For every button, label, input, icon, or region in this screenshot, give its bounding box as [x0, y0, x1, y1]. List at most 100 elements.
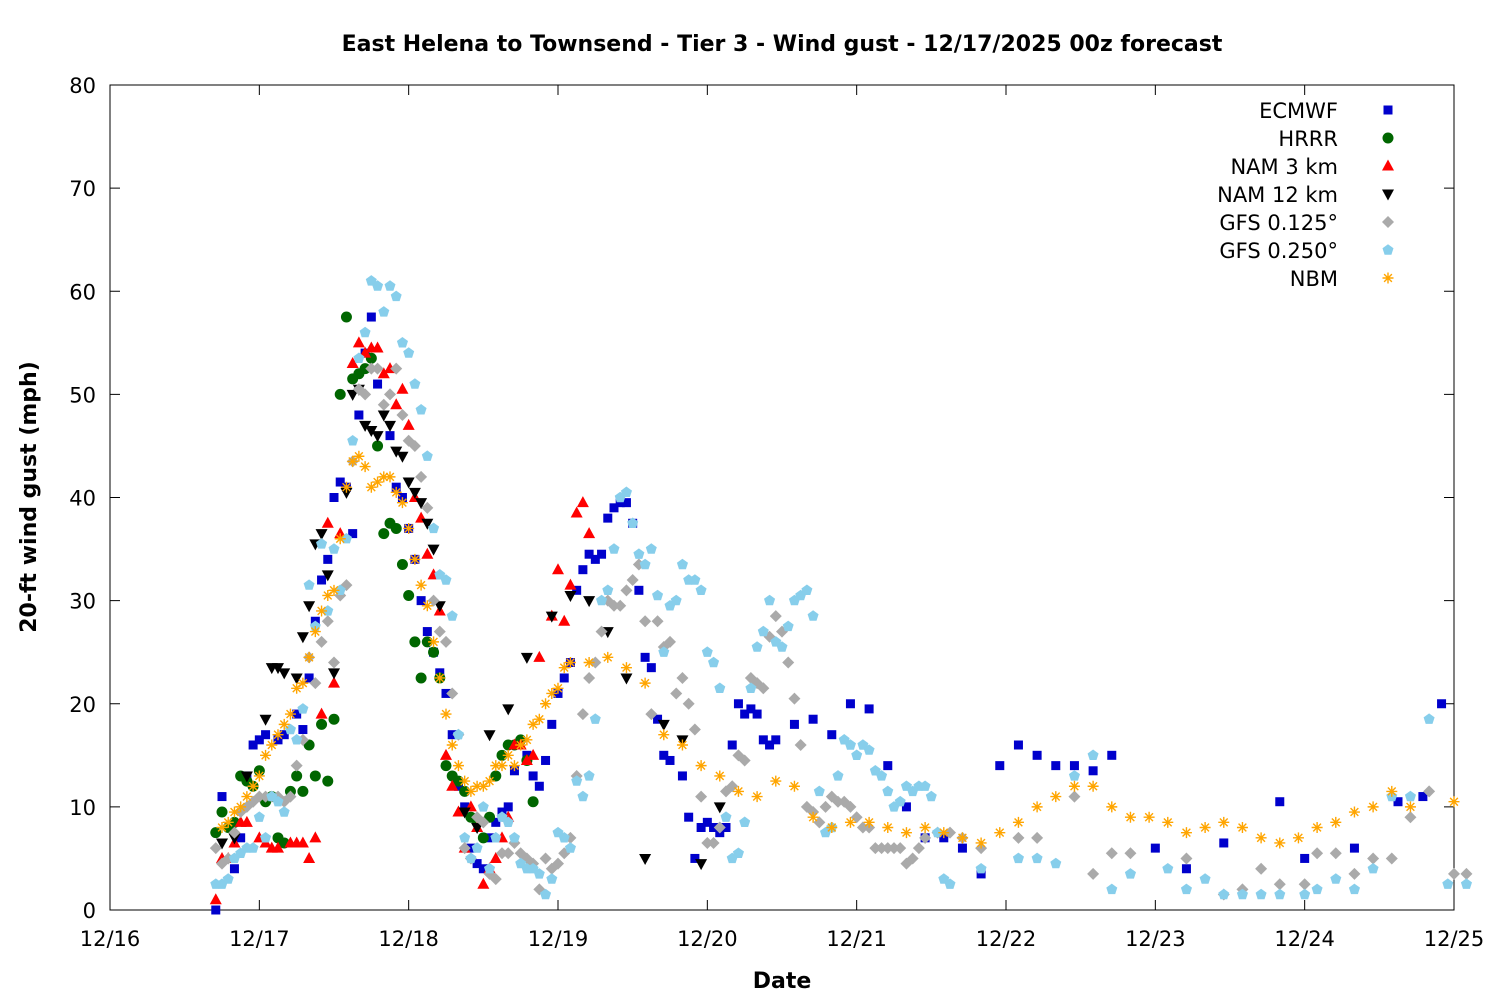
data-point-ecmwf: [248, 740, 258, 750]
legend-marker-gfs-0-250: [1382, 244, 1394, 255]
data-point-gfs-0-250: [1087, 749, 1099, 760]
data-point-nbm: [975, 837, 987, 849]
data-point-nbm: [1199, 822, 1211, 833]
data-point-gfs-0-250: [1348, 883, 1360, 895]
data-point-nbm: [521, 734, 533, 746]
data-point-nbm: [496, 760, 508, 772]
data-point-ecmwf: [1275, 797, 1285, 807]
data-point-ecmwf: [901, 802, 911, 812]
data-point-nbm: [266, 739, 278, 751]
data-point-gfs-0-125: [396, 409, 409, 421]
data-point-nbm: [490, 760, 502, 772]
data-point-gfs-0-125: [1423, 785, 1436, 798]
data-point-ecmwf: [466, 843, 476, 853]
legend-marker-nam-3-km: [1382, 159, 1394, 171]
data-point-nam-3-km: [371, 341, 384, 353]
data-point-gfs-0-125: [489, 873, 502, 886]
data-point-nbm: [396, 497, 408, 509]
data-point-gfs-0-250: [782, 620, 794, 632]
data-point-ecmwf: [584, 549, 594, 559]
data-point-nbm: [284, 708, 296, 720]
data-point-gfs-0-250: [708, 656, 720, 668]
data-point-gfs-0-125: [645, 708, 658, 721]
data-point-nam-3-km: [209, 893, 222, 905]
y-tick-label: 10: [69, 796, 96, 820]
data-point-ecmwf: [883, 761, 893, 771]
data-point-hrrr: [490, 770, 502, 782]
data-point-nbm: [583, 657, 595, 668]
data-point-gfs-0-250: [378, 306, 390, 317]
data-point-gfs-0-250: [813, 785, 825, 797]
x-tick-label: 12/24: [1274, 927, 1335, 951]
data-point-gfs-0-125: [782, 656, 795, 669]
data-point-gfs-0-250: [415, 404, 427, 415]
data-point-gfs-0-250: [353, 352, 365, 363]
data-point-gfs-0-250: [589, 713, 601, 724]
data-point-nam-3-km: [296, 836, 309, 848]
data-point-gfs-0-250: [714, 682, 726, 693]
data-point-nam-12-km: [216, 838, 228, 850]
data-point-hrrr: [210, 827, 222, 839]
data-point-nbm: [334, 533, 346, 545]
data-point-nbm: [235, 801, 247, 813]
data-point-nam-12-km: [427, 544, 440, 556]
data-point-ecmwf: [292, 709, 302, 719]
data-point-ecmwf: [603, 513, 613, 523]
data-point-gfs-0-250: [247, 842, 259, 853]
data-point-nbm: [956, 832, 968, 844]
data-point-gfs-0-250: [428, 522, 440, 534]
plot-border: [109, 84, 1455, 911]
data-point-gfs-0-250: [1012, 852, 1024, 864]
data-point-gfs-0-125: [446, 687, 459, 700]
data-point-nam-3-km: [583, 527, 596, 539]
data-point-gfs-0-125: [228, 826, 241, 839]
data-point-nbm: [297, 677, 309, 689]
data-point-nam-3-km: [309, 831, 322, 843]
data-point-ecmwf: [373, 379, 383, 389]
data-point-gfs-0-125: [639, 615, 652, 628]
data-point-nam-12-km: [421, 518, 434, 530]
data-point-gfs-0-125: [888, 842, 900, 855]
x-axis-label: Date: [753, 969, 812, 994]
legend-label-gfs-0-125: GFS 0.125°: [1219, 211, 1338, 235]
data-point-ecmwf: [808, 714, 818, 724]
data-point-nbm: [695, 760, 707, 772]
data-point-gfs-0-125: [769, 610, 782, 623]
data-point-nbm: [882, 822, 894, 833]
data-point-nbm: [1106, 801, 1118, 813]
data-point-gfs-0-250: [508, 832, 520, 843]
data-point-nam-12-km: [272, 663, 284, 675]
data-point-nbm: [1386, 785, 1398, 797]
data-point-ecmwf: [1051, 761, 1061, 771]
data-point-gfs-0-250: [546, 873, 558, 884]
data-point-gfs-0-125: [1298, 878, 1311, 891]
data-point-nam-12-km: [415, 498, 428, 510]
data-point-gfs-0-125: [1311, 847, 1324, 860]
data-point-nbm: [1087, 780, 1099, 792]
legend-label-nbm: NBM: [1290, 267, 1338, 291]
data-point-gfs-0-250: [975, 863, 987, 874]
data-point-nbm: [322, 589, 334, 601]
data-point-gfs-0-125: [365, 362, 378, 375]
data-point-nam-3-km: [396, 382, 409, 394]
data-point-gfs-0-125: [912, 842, 925, 855]
data-point-nbm: [1218, 816, 1230, 828]
x-tick-label: 12/23: [1125, 927, 1186, 951]
data-point-ecmwf: [447, 730, 457, 740]
data-point-gfs-0-250: [502, 816, 514, 827]
data-point-nbm: [863, 816, 875, 828]
data-point-gfs-0-125: [701, 836, 714, 849]
data-point-hrrr: [291, 770, 303, 782]
data-point-gfs-0-125: [707, 836, 720, 849]
data-point-gfs-0-250: [764, 594, 776, 606]
data-point-gfs-0-250: [608, 543, 620, 554]
data-point-gfs-0-125: [433, 625, 446, 638]
data-point-nbm: [751, 791, 763, 803]
data-point-gfs-0-250: [1031, 852, 1043, 864]
data-point-gfs-0-250: [490, 832, 502, 843]
data-point-nbm: [359, 461, 371, 473]
data-point-gfs-0-125: [856, 821, 869, 834]
data-point-ecmwf: [789, 719, 799, 729]
y-tick-label: 50: [69, 383, 96, 407]
data-point-nbm: [316, 605, 328, 617]
